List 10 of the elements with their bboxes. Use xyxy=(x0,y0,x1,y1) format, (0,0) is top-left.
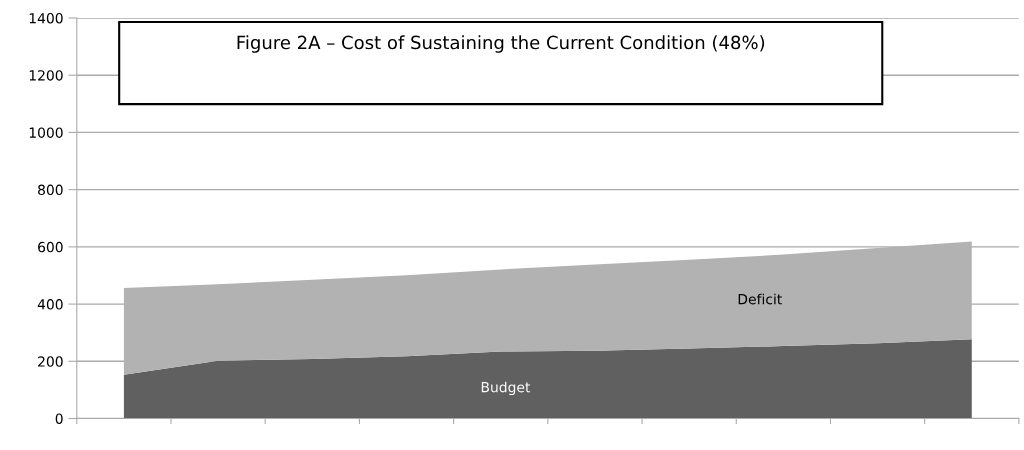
y-tick-label: 0 xyxy=(55,413,63,424)
text: Figure 2A – Cost of Sustaining the Current Condition (48%) xyxy=(237,35,765,53)
y-tick-label: 600 xyxy=(38,241,63,253)
y-tick-label: 400 xyxy=(37,299,63,310)
y-tick-label: 1200 xyxy=(29,70,63,81)
series-label: Deficit xyxy=(738,293,782,305)
y-tick-label: 200 xyxy=(38,356,63,367)
y-tick-label: 1000 xyxy=(29,127,63,138)
y-tick-label: 1400 xyxy=(29,12,63,24)
y-tick-label: 800 xyxy=(38,184,63,196)
